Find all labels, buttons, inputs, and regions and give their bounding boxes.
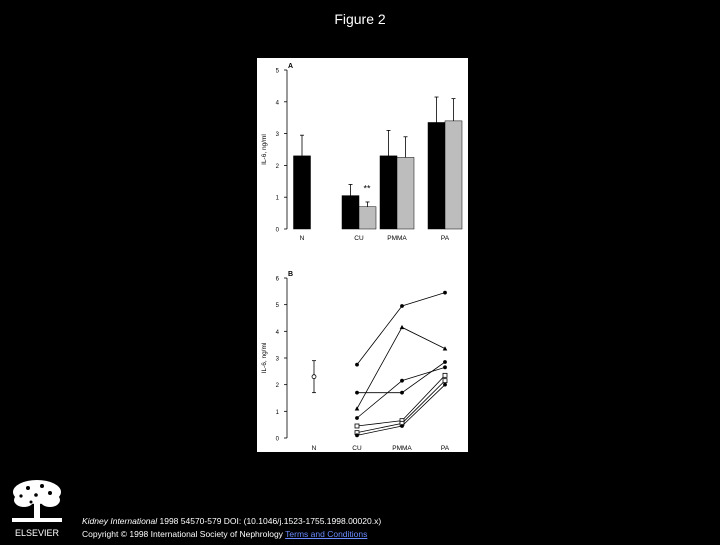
publisher-name: ELSEVIER bbox=[15, 528, 60, 538]
data-point bbox=[442, 378, 448, 384]
citation-journal: Kidney International bbox=[82, 516, 158, 526]
x-tick-label: PMMA bbox=[392, 445, 412, 452]
bar bbox=[293, 155, 311, 230]
bar bbox=[358, 206, 377, 230]
y-tick-label: 3 bbox=[276, 132, 280, 138]
data-point bbox=[400, 304, 404, 308]
panel-label: A bbox=[288, 63, 293, 70]
y-tick-label: 3 bbox=[276, 357, 280, 363]
data-point bbox=[354, 423, 360, 429]
y-tick-label: 4 bbox=[276, 100, 280, 106]
data-point bbox=[354, 406, 360, 411]
y-axis-label: IL-6, ng/ml bbox=[261, 134, 268, 165]
citation-details: 1998 54570-579 DOI: (10.1046/j.1523-1755… bbox=[157, 516, 382, 526]
y-tick-label: 1 bbox=[276, 196, 280, 202]
data-point bbox=[355, 416, 359, 420]
data-point bbox=[399, 324, 405, 330]
y-tick-label: 0 bbox=[276, 437, 280, 443]
data-point bbox=[400, 378, 404, 383]
x-tick-label: N bbox=[312, 445, 317, 452]
bar bbox=[341, 195, 360, 230]
copyright-text: Copyright © 1998 International Society o… bbox=[82, 529, 286, 539]
bar bbox=[396, 157, 415, 230]
y-tick-label: 5 bbox=[276, 69, 280, 75]
x-tick-label: N bbox=[300, 235, 305, 242]
y-tick-label: 2 bbox=[276, 383, 280, 389]
y-tick-label: 6 bbox=[276, 277, 280, 283]
x-tick-label: PMMA bbox=[387, 235, 407, 242]
citation-line: Kidney International 1998 54570-579 DOI:… bbox=[82, 516, 381, 526]
significance-annotation: ** bbox=[363, 184, 371, 194]
data-point bbox=[443, 365, 447, 370]
figure-title: Figure 2 bbox=[334, 11, 386, 27]
series-line bbox=[356, 326, 446, 409]
data-point bbox=[400, 424, 404, 428]
x-tick-label: PA bbox=[441, 445, 450, 452]
y-tick-label: 5 bbox=[276, 303, 280, 309]
series-line bbox=[357, 361, 446, 394]
y-axis-label: IL-6, ng/ml bbox=[261, 342, 268, 373]
x-tick-label: PA bbox=[441, 235, 450, 242]
y-tick-label: 2 bbox=[276, 164, 280, 170]
x-tick-label: CU bbox=[352, 445, 362, 452]
data-point bbox=[443, 360, 447, 364]
data-point bbox=[355, 362, 359, 367]
data-point bbox=[355, 390, 359, 395]
elsevier-logo: ELSEVIER bbox=[6, 478, 68, 540]
data-point bbox=[442, 346, 448, 351]
y-tick-label: 0 bbox=[276, 228, 280, 234]
figure-chart: A 0 1 2 3 4 5 IL-6, ng/ml N CU PMMA PA ** B 0 1 2 3 4 5 6 IL-… bbox=[261, 63, 463, 452]
bar bbox=[379, 155, 398, 230]
terms-link[interactable]: Terms and Conditions bbox=[285, 529, 368, 539]
data-point bbox=[443, 382, 447, 387]
data-point bbox=[442, 372, 448, 378]
reference-point bbox=[311, 374, 317, 380]
bar bbox=[427, 122, 446, 230]
panel-label: B bbox=[288, 271, 293, 278]
data-point bbox=[355, 433, 359, 438]
copyright-line: Copyright © 1998 International Society o… bbox=[82, 529, 367, 539]
data-point bbox=[400, 390, 404, 395]
bar bbox=[444, 120, 463, 230]
figure-panel: A 0 1 2 3 4 5 IL-6, ng/ml N CU PMMA PA ** B 0 1 2 3 4 5 6 IL-… bbox=[257, 58, 468, 452]
data-point bbox=[443, 290, 447, 295]
x-tick-label: CU bbox=[354, 235, 364, 242]
y-tick-label: 4 bbox=[276, 330, 280, 336]
y-tick-label: 1 bbox=[276, 410, 280, 416]
